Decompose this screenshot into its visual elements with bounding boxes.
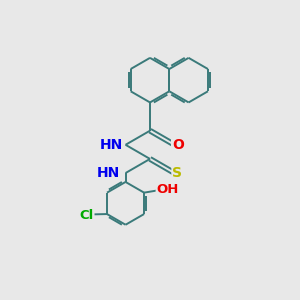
Text: OH: OH bbox=[157, 183, 179, 196]
Text: S: S bbox=[172, 166, 182, 180]
Text: HN: HN bbox=[99, 138, 123, 152]
Text: HN: HN bbox=[97, 166, 120, 180]
Text: O: O bbox=[172, 138, 184, 152]
Text: Cl: Cl bbox=[79, 209, 93, 222]
